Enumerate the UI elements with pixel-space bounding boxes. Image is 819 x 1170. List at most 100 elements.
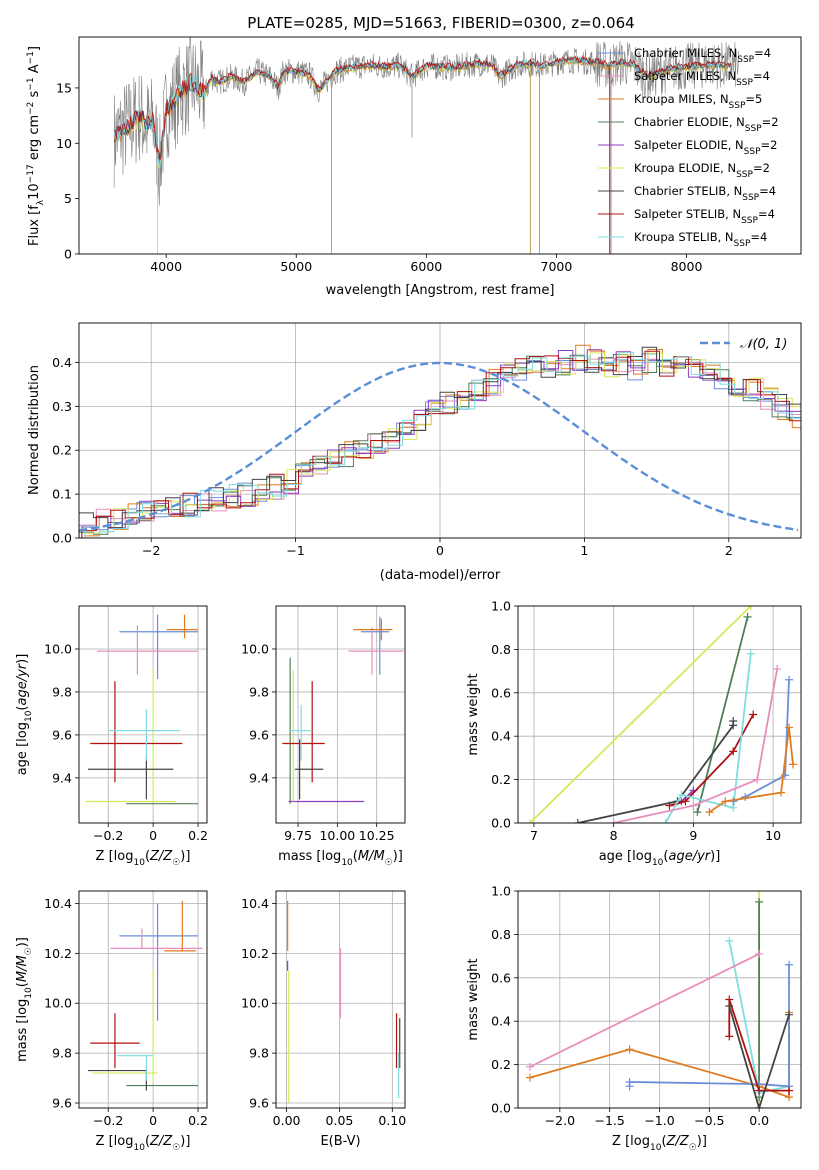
mass_vs_Z-panel: −0.2 0 0.2 9.6 9.8 10.0 10.2 10.4 Z [log10(Z/Z☉)… bbox=[15, 890, 208, 1153]
x-tick-label: 1 bbox=[580, 543, 588, 558]
mass_vs_Z-point-kroupa_miles bbox=[164, 900, 196, 952]
spectrum-plot-area bbox=[113, 37, 739, 254]
series-marker bbox=[725, 936, 734, 945]
series-marker bbox=[753, 775, 762, 784]
series-marker bbox=[573, 819, 582, 823]
series-marker bbox=[525, 1073, 534, 1082]
spectrum-model-chabrier_stelib bbox=[113, 55, 732, 160]
age_vs_mass-point-chabrier_miles bbox=[360, 616, 390, 675]
series-marker bbox=[755, 1104, 764, 1108]
series-marker bbox=[677, 790, 686, 799]
axes-frame bbox=[78, 322, 802, 539]
series-marker bbox=[755, 949, 764, 958]
x-tick-label: 0.00 bbox=[273, 1113, 301, 1128]
y-tick-label: 10 bbox=[56, 136, 72, 151]
weight_vs_age-panel: 7 8 9 10 0.0 0.2 0.4 0.6 0.8 1.0 age [log10(age/yr… bbox=[466, 599, 802, 868]
legend-label: Salpeter STELIB, NSSP=4 bbox=[634, 207, 775, 226]
axes-frame bbox=[517, 605, 802, 824]
residuals-y-label: Normed distribution bbox=[27, 365, 42, 495]
series-marker bbox=[746, 606, 755, 610]
series-marker bbox=[785, 723, 794, 732]
y-tick-label: 9.4 bbox=[249, 770, 269, 785]
y-tick-label: 9.4 bbox=[52, 770, 72, 785]
y-tick-label: 0.0 bbox=[491, 816, 511, 831]
weight_vs_Z-series-salpeter_stelib bbox=[725, 995, 794, 1095]
series-marker bbox=[725, 1002, 734, 1011]
x-tick-label: 7000 bbox=[541, 259, 573, 274]
age_vs_Z-point-kroupa_stelib bbox=[108, 709, 181, 761]
residuals-panel: −2 −1 0 1 2 0.0 0.1 0.2 0.3 0.4 𝒩(0, 1) (data-model… bbox=[27, 322, 802, 583]
x-tick-label: 7 bbox=[530, 828, 538, 843]
x-tick-label: 0.2 bbox=[188, 1113, 208, 1128]
spectrum-x-label: wavelength [Angstrom, rest frame] bbox=[326, 283, 555, 298]
mass_vs_EBV-panel: 0.00 0.05 0.10 9.6 9.8 10.0 10.2 10.4 E(B-V) bbox=[241, 890, 406, 1149]
x-tick-label: −2.0 bbox=[545, 1113, 575, 1128]
y-tick-label: 0.0 bbox=[491, 1101, 511, 1116]
axes-frame bbox=[78, 890, 208, 1109]
x-tick-label: 10.25 bbox=[359, 828, 395, 843]
y-tick-label: 0.2 bbox=[52, 443, 72, 458]
series-line bbox=[696, 616, 749, 813]
residual-hist-kroupa_stelib bbox=[84, 352, 801, 538]
weight_vs_age-series-salpeter_miles bbox=[609, 664, 782, 823]
y-tick-label: 10.0 bbox=[241, 641, 269, 656]
series-line bbox=[728, 999, 789, 1092]
mass_vs_Z-point-kroupa_stelib bbox=[117, 1055, 154, 1081]
axes-frame bbox=[517, 890, 802, 1109]
x-tick-label: −0.2 bbox=[93, 1113, 123, 1128]
residual-hist-chabrier_elodie bbox=[79, 354, 801, 538]
x-tick-label: 9 bbox=[689, 828, 697, 843]
weight_vs_Z-plot-area bbox=[525, 891, 794, 1108]
residuals-plot-area bbox=[79, 344, 801, 538]
x-tick-label: −1 bbox=[286, 543, 304, 558]
legend-label: Chabrier MILES, NSSP=4 bbox=[634, 46, 771, 65]
residual-hist-salpeter_miles bbox=[81, 355, 801, 538]
weight_vs_age-x-label: age [log10(age/yr)] bbox=[599, 849, 721, 868]
residuals-x-label: (data-model)/error bbox=[380, 568, 501, 583]
mass_vs_EBV-plot-area bbox=[287, 900, 401, 1104]
x-tick-label: 6000 bbox=[410, 259, 442, 274]
age_vs_Z-plot-area bbox=[85, 614, 199, 805]
series-marker bbox=[785, 1010, 794, 1019]
y-tick-label: 0.0 bbox=[52, 531, 72, 546]
figure-title: PLATE=0285, MJD=51663, FIBERID=0300, z=0… bbox=[247, 14, 634, 32]
y-tick-label: 0 bbox=[64, 247, 72, 262]
y-tick-label: 9.6 bbox=[249, 727, 269, 742]
age_vs_mass-point-salpeter_stelib bbox=[282, 681, 325, 783]
x-tick-label: 8000 bbox=[671, 259, 703, 274]
series-marker bbox=[661, 819, 670, 823]
y-tick-label: 10.2 bbox=[44, 946, 72, 961]
weight_vs_age-series-kroupa_miles bbox=[705, 723, 798, 817]
mass_vs_Z-point-kroupa_elodie bbox=[92, 970, 158, 1084]
age_vs_mass-point-kroupa_stelib bbox=[290, 704, 313, 761]
y-tick-label: 9.8 bbox=[249, 1046, 269, 1061]
age_vs_mass-point-salpeter_miles bbox=[348, 627, 404, 675]
x-tick-label: 0.0 bbox=[749, 1113, 769, 1128]
weight_vs_Z-series-chabrier_stelib bbox=[725, 1002, 794, 1108]
y-tick-label: 0.8 bbox=[491, 927, 511, 942]
x-tick-label: 0 bbox=[149, 1113, 157, 1128]
series-marker bbox=[725, 1032, 734, 1041]
series-marker bbox=[665, 801, 674, 810]
x-tick-label: 0 bbox=[149, 828, 157, 843]
series-marker bbox=[625, 1077, 634, 1086]
x-tick-label: −1.0 bbox=[644, 1113, 674, 1128]
age_vs_Z-point-chabrier_stelib bbox=[87, 756, 174, 800]
x-tick-label: 0.05 bbox=[326, 1113, 354, 1128]
x-tick-label: −0.5 bbox=[694, 1113, 724, 1128]
x-tick-label: 0.2 bbox=[188, 828, 208, 843]
y-tick-label: 0.6 bbox=[491, 685, 511, 700]
y-tick-label: 0.2 bbox=[491, 1057, 511, 1072]
age_vs_Z-y-label: age [log10(age/yr)] bbox=[15, 654, 34, 776]
series-line bbox=[728, 1005, 790, 1108]
y-tick-label: 9.8 bbox=[52, 1046, 72, 1061]
normal-curve bbox=[79, 361, 799, 532]
y-tick-label: 9.8 bbox=[249, 684, 269, 699]
series-marker bbox=[785, 1086, 794, 1095]
residuals-legend: 𝒩(0, 1) bbox=[700, 337, 787, 352]
age_vs_mass-panel: 9.75 10.00 10.25 9.4 9.6 9.8 10.0 mass [log10(M… bbox=[241, 605, 406, 868]
spectrum-panel: 4000 5000 6000 7000 8000 0 5 10 15 Chabrier MILES… bbox=[26, 36, 802, 298]
y-tick-label: 9.6 bbox=[249, 1096, 269, 1111]
spectrum-data-line bbox=[113, 37, 739, 206]
y-tick-label: 0.6 bbox=[491, 970, 511, 985]
